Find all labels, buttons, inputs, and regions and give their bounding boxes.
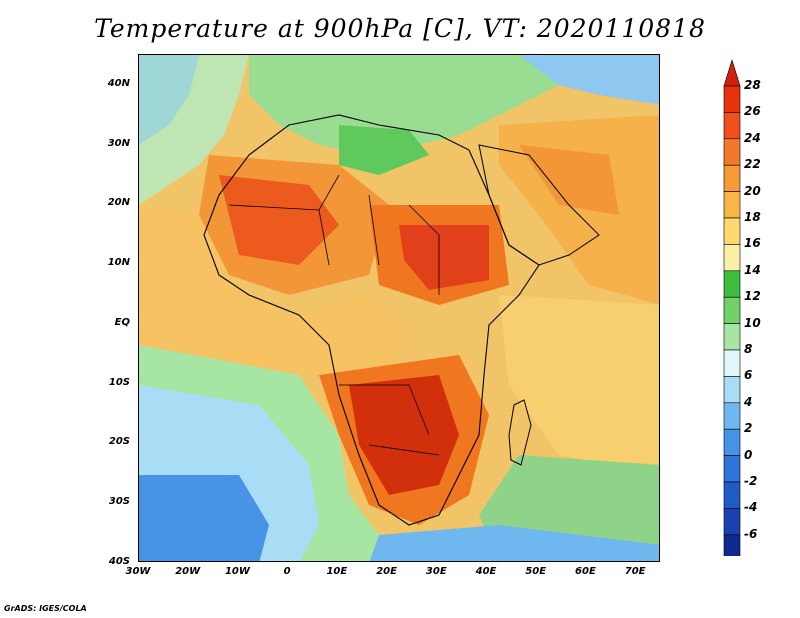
colorbar-swatch <box>723 402 741 430</box>
map-panel <box>138 54 660 562</box>
arabia-coastline <box>478 144 600 266</box>
colorbar-swatch <box>723 428 741 456</box>
arabia-hot <box>519 145 619 215</box>
colorbar-label: 26 <box>744 104 761 119</box>
southern-africa-hot <box>349 375 459 495</box>
colorbar-label: 24 <box>744 130 761 145</box>
lat-tick-label: 10N <box>107 257 130 269</box>
chart-title: Temperature at 900hPa [C], VT: 202011081… <box>94 14 706 43</box>
colorbar-swatch <box>723 217 741 245</box>
madagascar-coastline <box>508 399 532 466</box>
colorbar-swatch <box>723 164 741 192</box>
colorbar-swatch <box>723 323 741 351</box>
colorbar-swatch <box>723 349 741 377</box>
colorbar-label: -4 <box>744 500 758 515</box>
colorbar-swatch <box>723 455 741 483</box>
lon-tick-label: 10E <box>326 566 348 577</box>
africa-coastline <box>203 114 540 526</box>
sahel-west-hot <box>219 175 339 265</box>
colorbar-label: 28 <box>744 78 761 92</box>
lon-tick-label: 10W <box>224 566 250 577</box>
lat-tick-label: 10S <box>108 376 130 388</box>
lon-tick-label: 20E <box>376 566 397 577</box>
colorbar-swatch <box>723 138 741 166</box>
libya-egypt-green <box>339 125 429 175</box>
colorbar-label: 20 <box>744 183 761 198</box>
caspian-cold <box>519 55 659 105</box>
lat-tick-label: 30N <box>107 137 130 149</box>
lon-tick-label: 50E <box>525 566 547 577</box>
colorbar-swatch <box>723 376 741 404</box>
colorbar-label: -2 <box>744 474 758 488</box>
lat-tick-label: 20N <box>107 197 130 209</box>
lon-tick-label: 70E <box>624 566 646 577</box>
colorbar-swatch <box>723 270 741 298</box>
lat-tick-label: EQ <box>114 316 130 328</box>
colorbar-swatch <box>723 508 741 536</box>
colorbar-label: 22 <box>744 157 761 172</box>
lat-tick-label: 40S <box>108 556 130 567</box>
lon-tick-label: 30W <box>125 566 151 577</box>
southern-ocean <box>369 525 659 561</box>
south-atlantic-colder <box>139 475 269 561</box>
lon-tick-label: 20W <box>175 566 201 577</box>
colorbar-label: 8 <box>744 342 753 356</box>
colorbar-label: 6 <box>744 368 753 383</box>
colorbar-label: 10 <box>744 315 761 330</box>
colorbar-label: 2 <box>744 421 753 436</box>
colorbar-label: -6 <box>744 526 758 541</box>
colorbar-swatch <box>723 112 741 140</box>
colorbar-swatch <box>723 191 741 219</box>
country-borders <box>228 174 440 456</box>
colorbar-label: 16 <box>744 236 761 251</box>
indian-ocean <box>499 295 659 475</box>
mediterranean-region <box>249 55 559 155</box>
lon-tick-label: 30E <box>425 566 447 577</box>
lat-tick-label: 30S <box>108 496 130 508</box>
lat-tick-label: 20S <box>108 436 130 448</box>
colorbar <box>723 58 741 556</box>
lon-tick-label: 0 <box>283 566 291 577</box>
lon-tick-label: 40E <box>475 566 497 577</box>
colorbar-swatch <box>723 244 741 272</box>
sahel-east-hot <box>399 225 489 290</box>
colorbar-label: 4 <box>744 394 753 409</box>
colorbar-swatch <box>723 85 741 113</box>
colorbar-top-arrow <box>723 58 741 87</box>
credit-text: GrADS: IGES/COLA <box>4 604 87 613</box>
colorbar-swatch <box>723 296 741 324</box>
temperature-map <box>139 55 659 561</box>
lat-tick-label: 40N <box>107 77 130 89</box>
gulf-of-guinea <box>139 205 409 375</box>
colorbar-label: 12 <box>744 289 761 304</box>
colorbar-label: 0 <box>744 447 753 462</box>
north-atlantic-cold <box>139 55 199 145</box>
colorbar-swatch <box>723 534 741 556</box>
lon-tick-label: 60E <box>575 566 596 577</box>
colorbar-label: 18 <box>744 210 761 224</box>
colorbar-label: 14 <box>744 262 761 277</box>
colorbar-swatch <box>723 481 741 509</box>
